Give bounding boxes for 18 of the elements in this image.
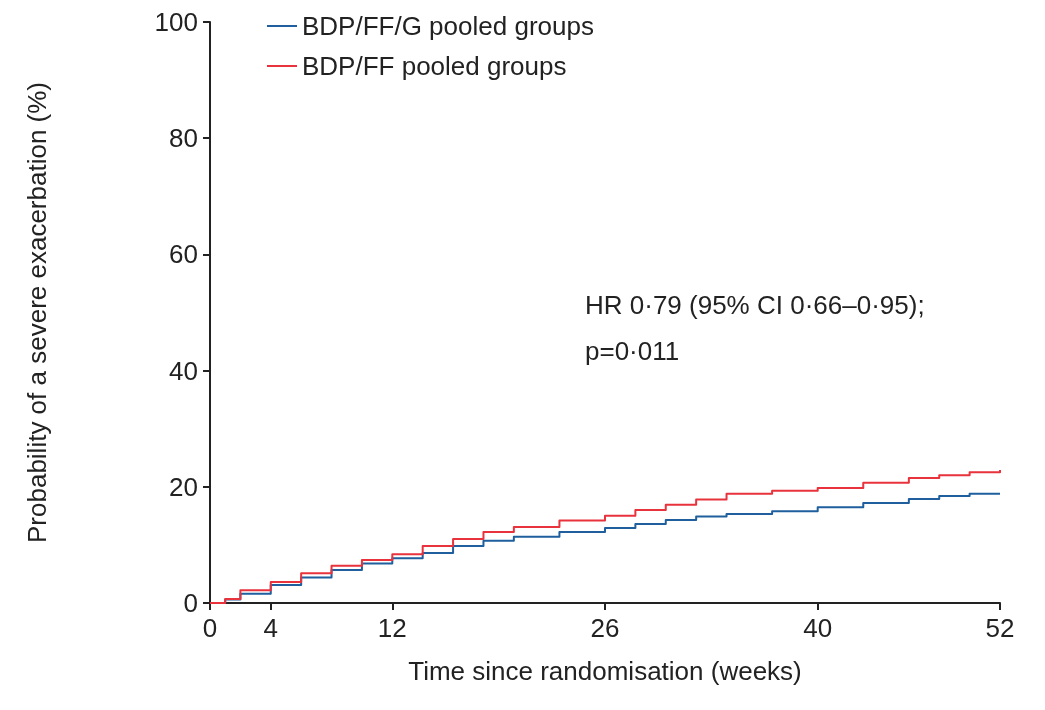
y-tick-label: 80 (169, 123, 198, 154)
y-axis-title: Probability of a severe exacerbation (%) (22, 81, 52, 544)
legend-label: BDP/FF pooled groups (302, 51, 567, 81)
y-tick-label: 60 (169, 239, 198, 270)
y-tick-label: 20 (169, 471, 198, 502)
x-axis-title: Time since randomisation (weeks) (408, 656, 802, 686)
y-tick-label: 40 (169, 355, 198, 386)
legend-label: BDP/FF/G pooled groups (302, 11, 594, 41)
x-tick-label: 12 (377, 613, 407, 643)
y-tick-label: 0 (183, 588, 198, 618)
annotation: HR 0·79 (95% CI 0·66–0·95); (585, 290, 925, 320)
x-tick-label: 40 (803, 613, 833, 643)
x-tick-label: 52 (985, 613, 1015, 643)
x-tick-label: 26 (590, 613, 620, 643)
x-tick-label: 4 (263, 613, 278, 643)
annotation: p=0·011 (585, 336, 680, 366)
x-tick-label: 0 (202, 613, 218, 643)
y-tick-label: 100 (154, 7, 198, 37)
